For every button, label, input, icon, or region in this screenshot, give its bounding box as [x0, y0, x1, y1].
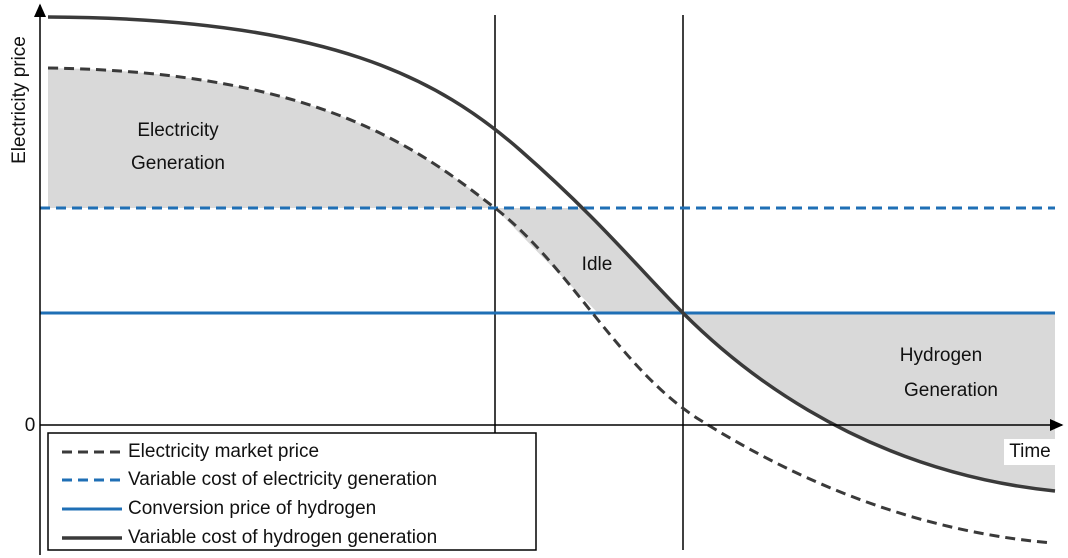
hydrogen-cost-curve: [47, 15, 1056, 493]
legend-label: Conversion price of hydrogen: [128, 498, 376, 519]
region-label: Hydrogen: [900, 345, 982, 366]
x-axis-label: Time: [1009, 441, 1051, 462]
y-axis-label: Electricity price: [9, 36, 30, 164]
market-price-curve: [47, 66, 1053, 545]
legend-label: Electricity market price: [128, 441, 319, 462]
legend-label: Variable cost of electricity generation: [128, 469, 437, 490]
region-fill: [683, 313, 1055, 491]
region-fill: [48, 68, 495, 208]
legend-box: [47, 432, 537, 551]
x-label-bg: [1004, 439, 1056, 465]
legend-label: Variable cost of hydrogen generation: [128, 527, 437, 548]
region-label: Generation: [131, 153, 225, 174]
region-label: Idle: [582, 254, 613, 275]
region-fill: [495, 208, 683, 313]
origin-label: 0: [25, 415, 36, 436]
region-label: Generation: [904, 380, 998, 401]
region-label: Electricity: [137, 120, 219, 141]
